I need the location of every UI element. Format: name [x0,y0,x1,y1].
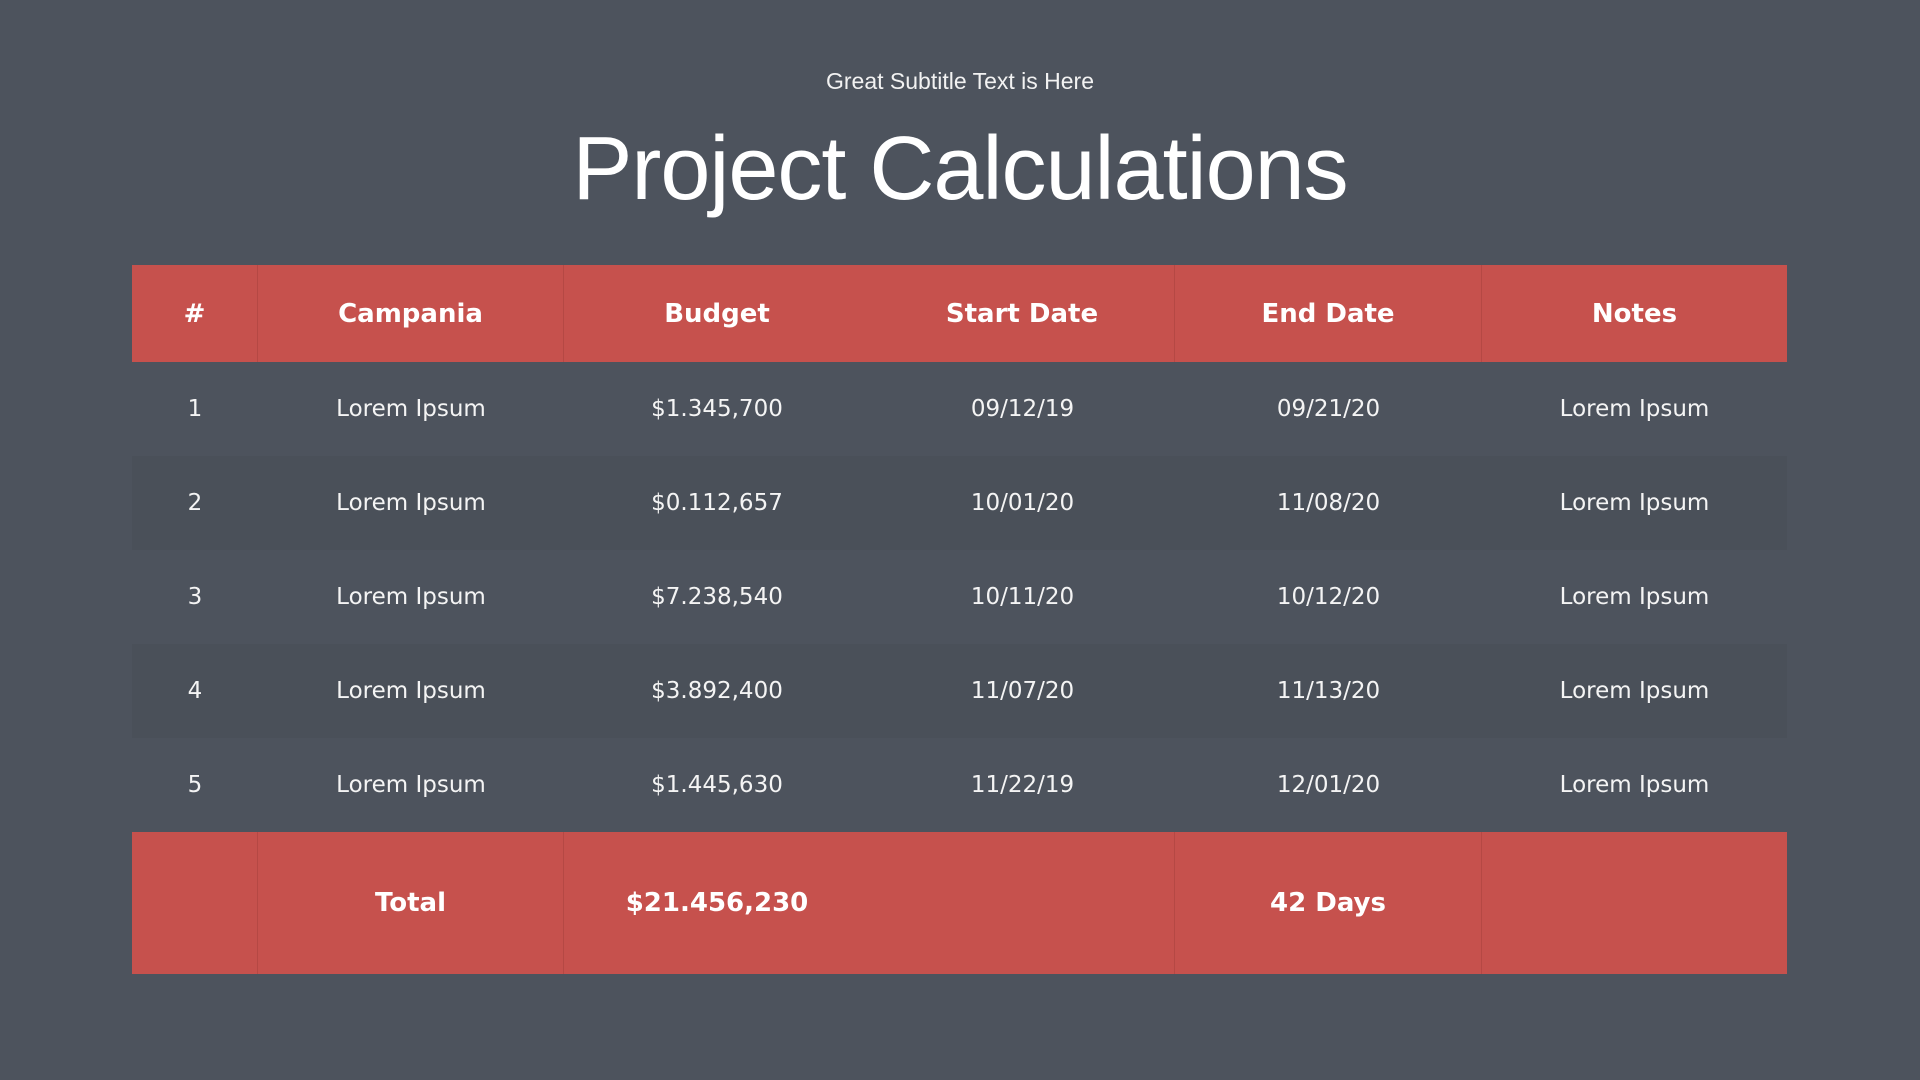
row-number: 3 [187,584,203,610]
campania-cell: Lorem Ipsum [336,772,486,798]
budget-cell: $1.445,630 [651,772,783,798]
notes-cell: Lorem Ipsum [1559,396,1710,422]
table-row: 3 Lorem Ipsum $7.238,540 10/11/20 10/12/… [132,550,1787,644]
campania-cell: Lorem Ipsum [336,490,486,516]
slide-subtitle: Great Subtitle Text is Here [825,68,1095,94]
row-number: 5 [187,772,203,798]
row-number: 2 [187,490,203,516]
start-date-cell: 09/12/19 [970,396,1075,422]
notes-cell: Lorem Ipsum [1559,678,1710,704]
table-header-row: # Campania Budget Start Date End Date No… [132,265,1787,362]
notes-cell: Lorem Ipsum [1559,490,1710,516]
notes-cell: Lorem Ipsum [1559,772,1710,798]
end-date-cell: 09/21/20 [1276,396,1381,422]
footer-empty-cell [870,832,1175,974]
footer-empty-cell [1482,832,1787,974]
row-number: 4 [187,678,203,704]
notes-cell: Lorem Ipsum [1559,584,1710,610]
end-date-cell: 11/13/20 [1276,678,1381,704]
table-footer-row: Total $21.456,230 42 Days [132,832,1787,974]
total-label: Total [258,832,564,974]
total-budget: $21.456,230 [625,888,809,918]
budget-cell: $3.892,400 [651,678,783,704]
end-date-cell: 12/01/20 [1276,772,1381,798]
column-header-budget: Budget [664,298,770,329]
budget-cell: $7.238,540 [651,584,783,610]
column-header-start-date: Start Date [870,265,1175,362]
row-number: 1 [187,396,203,422]
column-header-campania: Campania [258,265,564,362]
budget-cell: $1.345,700 [651,396,783,422]
table-row: 2 Lorem Ipsum $0.112,657 10/01/20 11/08/… [132,456,1787,550]
column-header-end-date: End Date [1175,265,1482,362]
start-date-cell: 10/11/20 [970,584,1075,610]
end-date-cell: 10/12/20 [1276,584,1381,610]
campania-cell: Lorem Ipsum [336,678,486,704]
start-date-cell: 11/22/19 [970,772,1075,798]
start-date-cell: 10/01/20 [970,490,1075,516]
campania-cell: Lorem Ipsum [336,396,486,422]
end-date-cell: 11/08/20 [1276,490,1381,516]
project-table: # Campania Budget Start Date End Date No… [132,265,1787,974]
table-row: 1 Lorem Ipsum $1.345,700 09/12/19 09/21/… [132,362,1787,456]
total-days: 42 Days [1175,832,1482,974]
table-row: 4 Lorem Ipsum $3.892,400 11/07/20 11/13/… [132,644,1787,738]
column-header-notes: Notes [1591,298,1678,329]
footer-empty-cell [132,832,258,974]
slide-title: Project Calculations [572,119,1348,219]
column-header-number: # [132,265,258,362]
table-row: 5 Lorem Ipsum $1.445,630 11/22/19 12/01/… [132,738,1787,832]
budget-cell: $0.112,657 [651,490,783,516]
start-date-cell: 11/07/20 [970,678,1075,704]
campania-cell: Lorem Ipsum [336,584,486,610]
